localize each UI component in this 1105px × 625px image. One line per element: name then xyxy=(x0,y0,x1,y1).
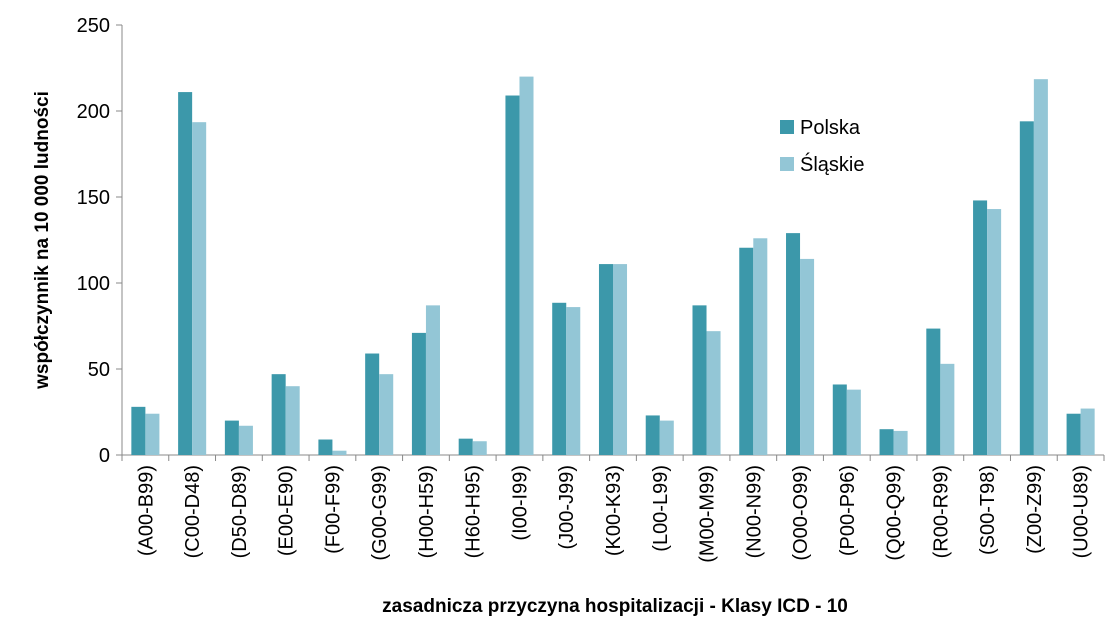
bar xyxy=(519,76,534,455)
x-tick-label: (J00-J99) xyxy=(556,465,578,549)
y-tick-label: 100 xyxy=(77,273,110,295)
x-tick-label: (O00-O99) xyxy=(790,465,812,561)
bar xyxy=(178,92,193,455)
x-tick-label: (I00-I99) xyxy=(509,465,531,541)
bar xyxy=(145,413,160,455)
bar xyxy=(706,331,721,455)
legend-label: Śląskie xyxy=(800,152,864,176)
x-tick-label: (C00-D48) xyxy=(182,465,204,558)
bar xyxy=(1019,121,1034,455)
bar xyxy=(379,374,394,455)
bar xyxy=(552,302,567,455)
x-axis-label: zasadnicza przyczyna hospitalizacji - Kl… xyxy=(382,596,848,617)
x-tick-label: (Q00-Q99) xyxy=(884,465,906,561)
bar xyxy=(425,305,440,455)
legend-swatch xyxy=(780,120,794,134)
x-tick-label: (G00-G99) xyxy=(369,465,391,561)
x-tick-label: (L00-L99) xyxy=(650,465,672,552)
bar xyxy=(192,122,207,456)
bar xyxy=(318,439,333,455)
bar xyxy=(753,238,768,455)
bar xyxy=(739,247,754,455)
y-tick-label: 150 xyxy=(77,187,110,209)
bar xyxy=(285,386,300,455)
bar xyxy=(1080,408,1095,455)
y-tick-label: 250 xyxy=(77,15,110,37)
bar xyxy=(1033,79,1048,456)
x-tick-label: (U00-U89) xyxy=(1071,465,1093,558)
x-tick-label: (E00-E90) xyxy=(276,465,298,556)
x-tick-label: (A00-B99) xyxy=(135,465,157,556)
bar xyxy=(973,200,988,455)
bar xyxy=(846,389,861,455)
bar xyxy=(271,374,286,455)
bar xyxy=(598,264,613,455)
bar xyxy=(926,328,941,455)
bar xyxy=(659,420,674,455)
x-tick-label: (P00-P96) xyxy=(837,465,859,556)
x-tick-label: (S00-T98) xyxy=(977,465,999,555)
x-tick-label: (R00-R99) xyxy=(930,465,952,558)
y-tick-label: 200 xyxy=(77,101,110,123)
bar xyxy=(505,95,520,456)
x-tick-label: (D50-D89) xyxy=(229,465,251,558)
bar xyxy=(832,384,847,455)
x-tick-label: (F00-F99) xyxy=(322,465,344,554)
bar xyxy=(472,441,487,455)
bar xyxy=(131,406,146,455)
bar xyxy=(940,363,955,455)
x-tick-label: (H00-H59) xyxy=(416,465,438,558)
x-tick-label: (Z00-Z99) xyxy=(1024,465,1046,554)
bar xyxy=(1066,413,1081,455)
bar xyxy=(786,233,801,455)
bar xyxy=(238,425,253,455)
y-tick-label: 50 xyxy=(88,359,110,381)
bar xyxy=(692,305,707,455)
bar xyxy=(365,353,380,455)
x-tick-label: (M00-M99) xyxy=(697,465,719,563)
bar xyxy=(613,264,628,455)
y-tick-label: 0 xyxy=(99,445,110,467)
x-tick-label: (K00-K93) xyxy=(603,465,625,556)
bar xyxy=(224,420,239,455)
bar xyxy=(411,332,426,455)
legend-swatch xyxy=(780,157,794,171)
y-axis-label: współczynnik na 10 000 ludności xyxy=(32,91,53,390)
bar xyxy=(893,430,908,455)
bar xyxy=(645,415,660,455)
bar xyxy=(332,450,347,455)
bar xyxy=(458,438,473,455)
bar xyxy=(566,307,581,455)
bar xyxy=(879,429,894,455)
bar xyxy=(800,258,815,455)
bar xyxy=(987,209,1002,455)
x-tick-label: (H60-H95) xyxy=(463,465,485,558)
legend-label: Polska xyxy=(800,117,861,139)
x-tick-label: (N00-N99) xyxy=(743,465,765,558)
